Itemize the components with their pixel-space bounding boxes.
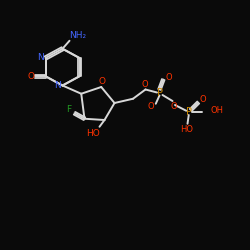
Text: NH₂: NH₂ <box>69 31 86 40</box>
Text: HO: HO <box>86 128 100 138</box>
Text: N: N <box>38 53 44 62</box>
Text: O: O <box>148 102 154 111</box>
Text: P: P <box>186 107 192 117</box>
Text: O: O <box>200 95 206 104</box>
Text: O: O <box>170 102 177 111</box>
Text: N: N <box>54 82 61 90</box>
Text: O: O <box>27 72 34 81</box>
Text: F: F <box>66 105 71 114</box>
Text: O: O <box>166 72 172 82</box>
Text: HO: HO <box>180 125 194 134</box>
Text: OH: OH <box>210 106 223 115</box>
Text: O: O <box>98 78 105 86</box>
Text: O: O <box>142 80 148 89</box>
Text: P: P <box>156 88 162 98</box>
